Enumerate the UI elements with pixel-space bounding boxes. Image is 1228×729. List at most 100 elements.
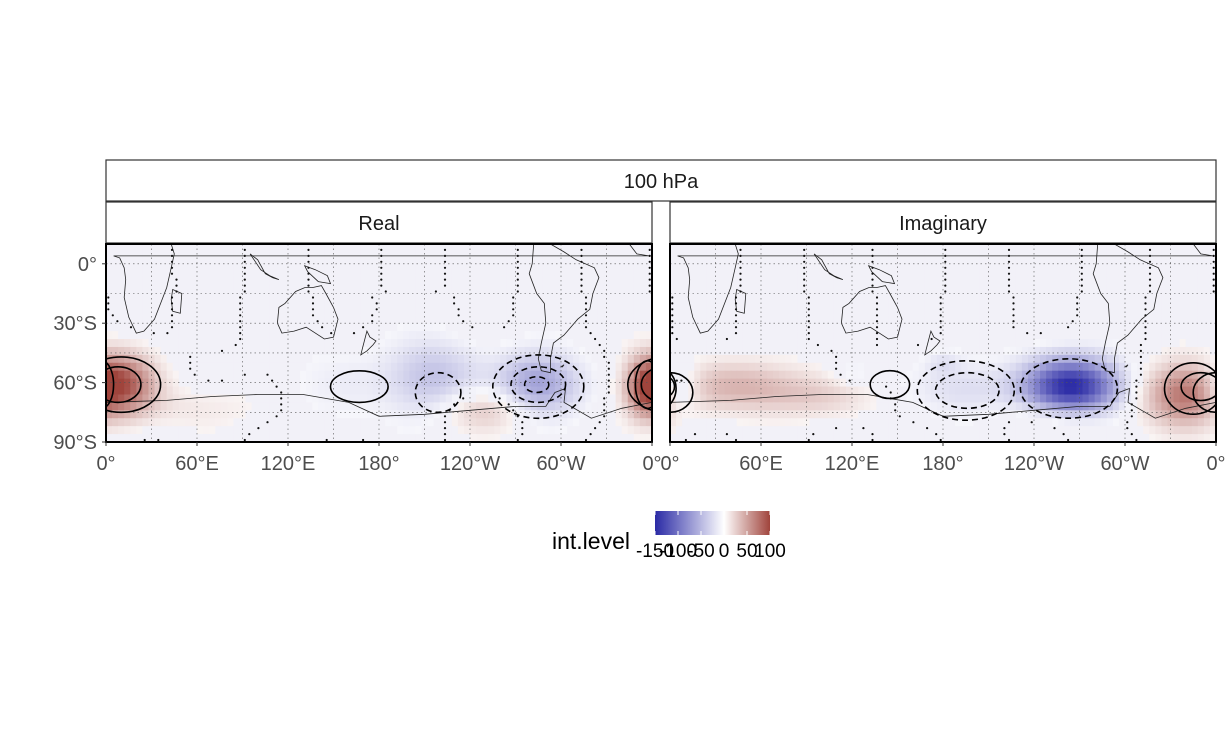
anomaly-cell (239, 386, 247, 396)
anomaly-cell (342, 370, 350, 380)
anomaly-cell (961, 362, 968, 372)
anomaly-cell (627, 323, 635, 332)
anomaly-cell (918, 323, 926, 332)
anomaly-cell (1197, 323, 1205, 332)
anomaly-cell (354, 418, 362, 427)
anomaly-cell (803, 331, 811, 340)
anomaly-cell (1082, 386, 1090, 396)
anomaly-cell (318, 378, 325, 388)
zero-contour-dot (371, 296, 374, 299)
anomaly-cell (427, 315, 435, 324)
anomaly-cell (761, 291, 768, 301)
anomaly-cell (973, 323, 980, 332)
anomaly-cell (542, 370, 550, 380)
anomaly-cell (330, 394, 338, 403)
anomaly-cell (1052, 370, 1059, 380)
anomaly-cell (967, 402, 974, 411)
anomaly-cell (1118, 410, 1126, 419)
anomaly-cell (754, 370, 762, 380)
anomaly-cell (1191, 307, 1199, 316)
anomaly-cell (1118, 339, 1126, 348)
zero-contour-dot (894, 409, 897, 412)
anomaly-cell (833, 410, 841, 419)
anomaly-cell (227, 299, 234, 308)
anomaly-cell (324, 426, 332, 435)
anomaly-cell (1131, 362, 1138, 372)
anomaly-cell (803, 418, 811, 427)
anomaly-cell (439, 299, 447, 308)
anomaly-cell (197, 275, 204, 285)
coastlines-imaginary (670, 244, 1216, 419)
zero-contour-dot (1148, 278, 1152, 281)
anomaly-cell (136, 362, 143, 372)
zero-contour-dot (1144, 332, 1147, 335)
anomaly-cell (1052, 434, 1059, 442)
anomaly-cell (718, 402, 726, 411)
zero-contour-dot (434, 290, 437, 293)
y-axis: 0°30°S60°S90°S (53, 254, 106, 454)
anomaly-cell (918, 434, 926, 442)
anomaly-cell (524, 410, 532, 419)
anomaly-cell (1058, 291, 1065, 301)
anomaly-cell (621, 378, 629, 388)
x-tick-label: 60°E (739, 453, 783, 475)
anomaly-cell (470, 291, 477, 301)
anomaly-cell (845, 410, 853, 419)
anomaly-cell (609, 259, 617, 269)
anomaly-cell (724, 307, 732, 316)
anomaly-cell (106, 291, 113, 301)
anomaly-cell (633, 426, 641, 435)
anomaly-cell (512, 331, 520, 340)
anomaly-cell (688, 346, 695, 356)
anomaly-cell (561, 418, 568, 427)
zero-contour-dot (734, 296, 738, 299)
anomaly-cell (876, 370, 883, 380)
anomaly-cell (548, 244, 556, 253)
anomaly-cell (312, 339, 319, 348)
anomaly-cell (1167, 315, 1175, 324)
anomaly-cell (415, 323, 423, 332)
anomaly-cell (124, 434, 131, 442)
anomaly-cell (645, 299, 652, 308)
anomaly-cell (1149, 418, 1156, 427)
zero-contour-dot (307, 266, 310, 269)
anomaly-cell (118, 283, 125, 293)
anomaly-cell (639, 307, 647, 316)
anomaly-cell (457, 323, 465, 332)
anomaly-cell (718, 323, 726, 332)
anomaly-cell (1203, 275, 1211, 285)
anomaly-cell (391, 426, 398, 435)
anomaly-cell (518, 315, 526, 324)
anomaly-cell (330, 315, 338, 324)
anomaly-cell (257, 402, 265, 411)
anomaly-cell (1173, 418, 1181, 427)
anomaly-cell (300, 315, 307, 324)
anomaly-cell (906, 307, 914, 316)
anomaly-cell (142, 346, 150, 356)
anomaly-cell (112, 275, 119, 285)
anomaly-cell (427, 362, 435, 372)
anomaly-cell (1100, 283, 1108, 293)
anomaly-cell (736, 354, 744, 364)
anomaly-cell (791, 434, 798, 442)
anomaly-cell (597, 378, 605, 388)
anomaly-cell (1082, 426, 1090, 435)
anomaly-cell (263, 378, 271, 388)
anomaly-cell (585, 378, 592, 388)
anomaly-cell (918, 386, 926, 396)
anomaly-cell (166, 244, 174, 253)
anomaly-cell (215, 402, 222, 411)
anomaly-cell (1209, 299, 1216, 308)
anomaly-cell (445, 291, 453, 301)
anomaly-cell (221, 394, 228, 403)
anomaly-cell (633, 339, 641, 348)
anomaly-cell (736, 244, 744, 253)
zero-contour-dot (220, 379, 224, 382)
anomaly-cell (949, 315, 956, 324)
anomaly-cell (476, 362, 483, 372)
anomaly-cell (930, 410, 938, 419)
anomaly-cell (688, 354, 695, 364)
anomaly-cell (239, 291, 247, 301)
anomaly-cell (918, 370, 926, 380)
anomaly-cell (263, 339, 271, 348)
